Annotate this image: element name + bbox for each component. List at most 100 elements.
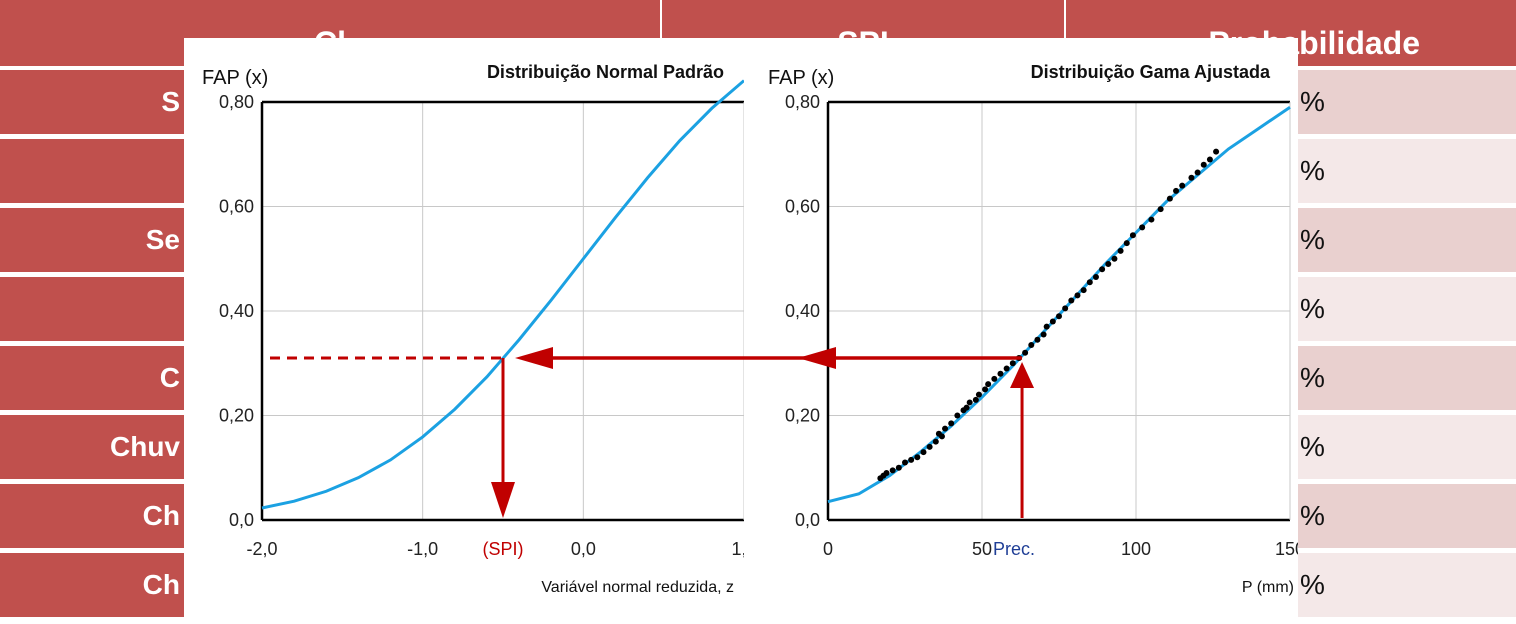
prec-annotation: Prec. [993,539,1035,559]
y-tick-label: 0,40 [785,301,820,321]
data-point [920,449,927,456]
table-row-label: S [0,68,184,134]
gamma-fit-line [827,105,1291,504]
data-point [1166,195,1173,202]
table-row-label [0,137,184,203]
data-point [1188,174,1195,181]
data-point [1062,305,1069,312]
data-point [1003,365,1010,372]
data-point [1080,287,1087,294]
data-point [883,469,890,476]
data-point [1194,169,1201,176]
y-axis-label: FAP (x) [768,67,834,89]
table-row-value: % [1298,275,1516,341]
x-tick-label: 50 [972,539,992,559]
prec-arrow-head [1010,362,1035,389]
data-point [1028,341,1035,348]
data-point [908,456,915,463]
data-point [1179,182,1186,189]
data-point [1049,318,1056,325]
chart-title: Distribuição Gama Ajustada [1031,62,1271,82]
y-tick-label: 0,0 [795,510,820,530]
y-tick-label: 0,20 [785,406,820,426]
data-point [1068,297,1075,304]
chart-gamma-distribution: 0 50 100 150 0,0 0,20 0,40 0,60 0,80 Distribuição… [768,62,1305,596]
table-row-value: % [1298,344,1516,410]
table-row-label: Se [0,206,184,272]
data-point [966,399,973,406]
y-tick-label: 0,40 [219,301,254,321]
x-tick-label: 0 [823,539,833,559]
data-point [926,443,933,450]
data-point [982,386,989,393]
table-row-label: C [0,344,184,410]
x-tick-label: 150 [1275,539,1298,559]
table-row-label: Ch [0,551,184,617]
data-point [954,412,961,419]
data-point [1213,148,1220,155]
data-point [914,454,921,461]
data-point [1117,247,1124,254]
data-point [1056,313,1062,320]
table-row-value: % [1298,206,1516,272]
data-point [1015,355,1022,362]
data-point [1043,323,1050,330]
data-point [1111,255,1118,262]
data-point [991,375,998,382]
data-point [963,404,970,411]
data-point [975,391,982,398]
y-tick-label: 0,60 [219,197,254,217]
y-tick-label: 0,80 [219,92,254,112]
x-tick-label: -2,0 [246,539,277,559]
table-row-label [0,275,184,341]
data-point [1040,331,1047,338]
table-row-value: % [1298,551,1516,617]
data-point [932,438,939,445]
data-point [1129,232,1136,239]
chart-panel-normal: -2,0 -1,0 0,0 1,0 0,0 0,20 0,40 0,60 0,80 Distrib… [184,38,757,619]
x-axis-label: Variável normal reduzida, z [541,579,734,596]
data-point [1086,279,1093,286]
data-point [902,459,908,466]
data-point [1139,224,1146,231]
data-point [1200,161,1207,168]
table-row-value: % [1298,68,1516,134]
data-point [1034,336,1041,343]
table-row-value: % [1298,137,1516,203]
data-point [1022,349,1029,356]
data-point [997,370,1004,377]
y-tick-label: 0,20 [219,406,254,426]
spi-arrow-head [491,482,515,518]
data-point [948,420,955,427]
x-tick-label: 1,0 [731,539,744,559]
data-point [938,433,945,440]
data-point [1123,240,1130,247]
y-tick-label: 0,80 [785,92,820,112]
table-row-value: % [1298,413,1516,479]
y-tick-label: 0,60 [785,197,820,217]
y-axis-label: FAP (x) [202,67,268,89]
data-point [1105,260,1112,267]
data-point [1148,216,1155,223]
data-point [1206,156,1213,163]
data-point [1099,266,1106,273]
chart-normal-distribution: -2,0 -1,0 0,0 1,0 0,0 0,20 0,40 0,60 0,80 Distrib… [202,62,757,596]
chart-title: Distribuição Normal Padrão [487,62,724,82]
table-row-value: % [1298,482,1516,548]
spi-annotation: (SPI) [482,539,523,559]
data-point [972,396,979,403]
x-tick-label: -1,0 [407,539,438,559]
data-point [889,467,896,474]
data-point [985,381,992,388]
x-tick-label: 100 [1121,539,1151,559]
y-tick-label: 0,0 [229,510,254,530]
table-row-label: Ch [0,482,184,548]
table-row-label: Chuv [0,413,184,479]
x-axis-label: P (mm) [1242,579,1294,596]
data-point [1074,292,1081,299]
data-point [1157,206,1164,213]
chart-panel-gamma: 0 50 100 150 0,0 0,20 0,40 0,60 0,80 Distribuição… [744,38,1305,619]
data-point [1009,360,1016,367]
data-point [942,425,949,432]
data-point [895,464,902,471]
